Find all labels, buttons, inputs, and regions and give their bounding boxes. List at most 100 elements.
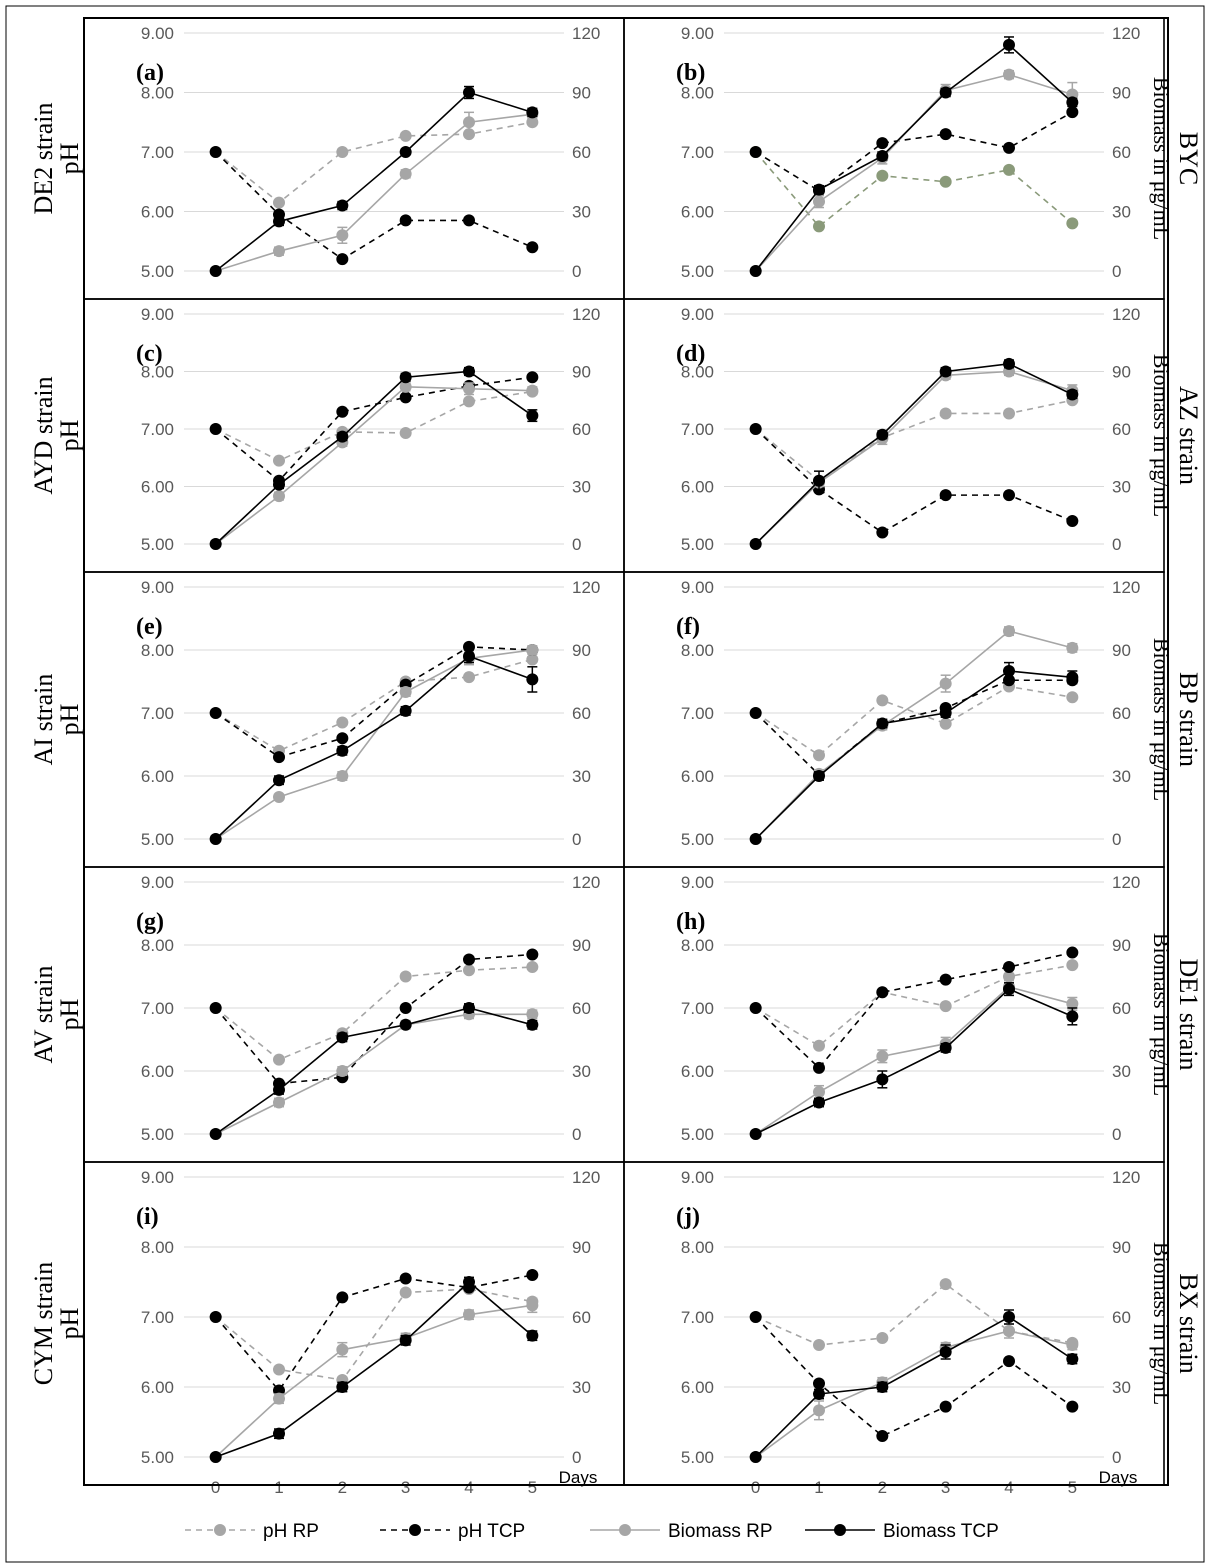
legend-label: pH RP [263, 1521, 319, 1542]
data-point [813, 770, 825, 782]
right-tick-label: 30 [1112, 1062, 1131, 1081]
data-point [1003, 625, 1015, 638]
right-tick-label: 60 [1112, 420, 1131, 439]
left-tick-label: 7.00 [681, 420, 714, 439]
series-line [215, 386, 533, 545]
data-point [463, 964, 475, 977]
left-tick-label: 7.00 [681, 999, 714, 1018]
right-tick-label: 0 [572, 535, 581, 554]
series-line [755, 1316, 1073, 1437]
series-biomass-tcp [209, 1276, 539, 1463]
strain-label: BP strain [1174, 672, 1203, 767]
data-point [939, 86, 952, 99]
data-point [876, 1381, 889, 1393]
left-tick-label: 6.00 [681, 1378, 714, 1397]
left-tick-label: 6.00 [141, 1378, 174, 1397]
panel-j: 5.00 0 6.00 30 7.00 60 8.00 90 9.00 120 0 1 2 3 4 5 Days… [623, 1161, 1203, 1497]
data-point [1003, 1311, 1015, 1323]
series-line [755, 964, 1073, 1047]
data-point [399, 970, 412, 983]
series-line [755, 679, 1073, 776]
data-point [463, 1002, 475, 1014]
data-point [939, 128, 952, 141]
data-point [1003, 970, 1015, 983]
x-tick-label: 5 [1068, 1478, 1077, 1497]
data-point [526, 1299, 539, 1312]
data-point [526, 409, 539, 422]
series-line [215, 113, 533, 272]
left-tick-label: 9.00 [141, 24, 174, 43]
x-tick-label: 1 [814, 1478, 823, 1497]
right-tick-label: 30 [1112, 767, 1131, 786]
data-point [463, 116, 475, 129]
series-biomass-tcp [209, 649, 539, 845]
series-biomass-tcp [749, 982, 1079, 1140]
data-point [336, 744, 349, 757]
left-tick-label: 6.00 [681, 203, 714, 222]
left-tick-label: 8.00 [141, 1238, 174, 1257]
x-tick-label: 1 [274, 1478, 283, 1497]
left-axis-label: pH [55, 142, 84, 174]
data-point [1066, 1353, 1079, 1365]
data-point [1003, 357, 1015, 370]
data-point [209, 1128, 222, 1140]
series-line [755, 630, 1073, 840]
data-point [749, 1128, 762, 1140]
data-point [813, 749, 825, 762]
data-point [876, 1332, 889, 1344]
right-tick-label: 60 [1112, 1308, 1131, 1327]
series-line [215, 658, 533, 752]
data-point [813, 474, 825, 487]
data-point [1066, 96, 1079, 109]
left-tick-label: 8.00 [141, 84, 174, 103]
left-axis-label: pH [55, 1307, 84, 1339]
data-point [463, 1276, 475, 1288]
data-point [526, 1008, 539, 1021]
data-point [749, 1451, 762, 1463]
left-tick-label: 5.00 [141, 535, 174, 554]
data-point [273, 490, 285, 503]
series-line [215, 655, 533, 840]
data-point [1003, 38, 1015, 51]
x-tick-label: 2 [878, 1478, 887, 1497]
series-line [215, 966, 533, 1061]
data-point [876, 526, 889, 539]
right-tick-label: 0 [1112, 262, 1121, 281]
data-point [876, 428, 889, 441]
left-tick-label: 8.00 [681, 84, 714, 103]
strain-label: BX strain [1174, 1273, 1203, 1373]
x-tick-label: 4 [464, 1478, 473, 1497]
data-point [273, 1363, 285, 1376]
series-line [755, 43, 1073, 272]
right-tick-label: 0 [572, 1448, 581, 1467]
data-point [1066, 671, 1079, 684]
data-point [336, 199, 349, 212]
series-biomass-tcp [209, 1002, 539, 1140]
panel-grid-frame [83, 17, 1169, 1486]
right-tick-label: 60 [572, 1308, 591, 1327]
right-axis-label: Biomass in μg/mL [1149, 638, 1174, 801]
left-tick-label: 6.00 [141, 478, 174, 497]
data-point [399, 427, 412, 440]
data-point [1066, 1010, 1079, 1023]
right-tick-label: 60 [572, 143, 591, 162]
data-point [463, 365, 475, 378]
series-biomass-tcp [749, 1309, 1079, 1463]
legend-marker [214, 1524, 226, 1536]
data-point [273, 245, 285, 258]
data-point [813, 1086, 825, 1098]
data-point [1066, 959, 1079, 972]
data-point [1003, 1355, 1015, 1368]
x-axis-label: Days [559, 1468, 598, 1487]
data-point [463, 650, 475, 663]
right-tick-label: 0 [1112, 1125, 1121, 1144]
outer-frame [5, 5, 1205, 1563]
data-point [876, 1073, 889, 1086]
data-point [399, 1286, 412, 1299]
strain-label: AZ strain [1174, 386, 1203, 485]
data-point [526, 644, 539, 656]
right-tick-label: 30 [572, 767, 591, 786]
panel-label: (d) [676, 341, 705, 367]
right-tick-label: 120 [1112, 578, 1140, 597]
